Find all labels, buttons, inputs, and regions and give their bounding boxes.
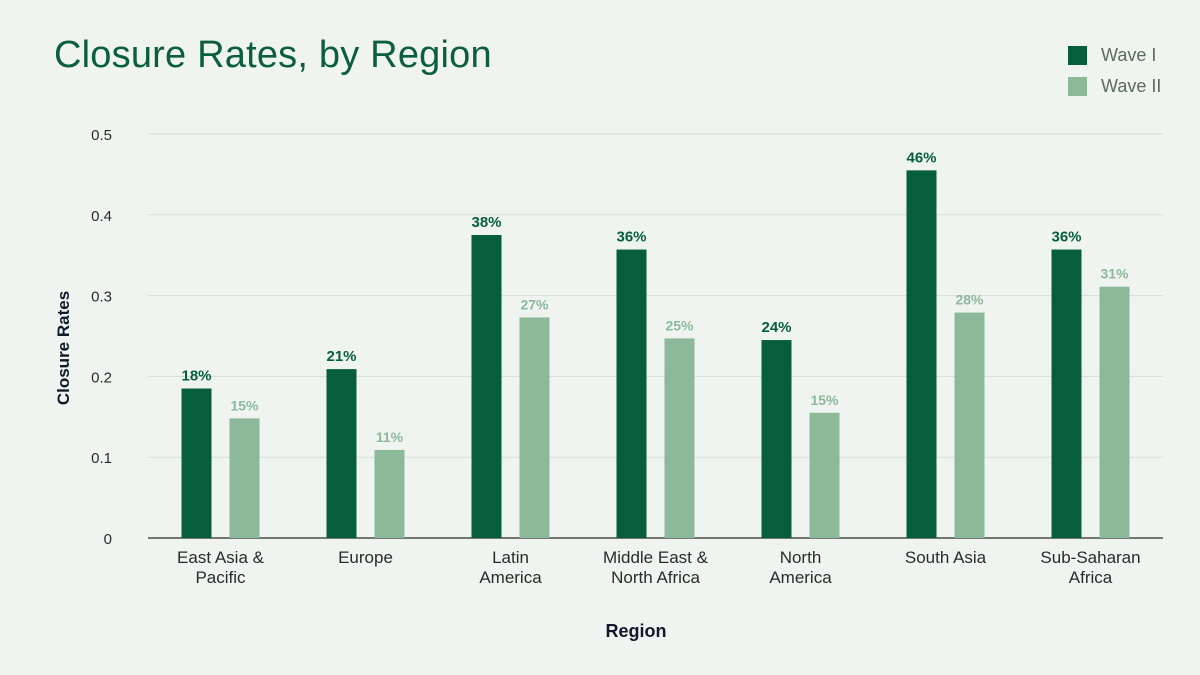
data-label: 31% [1100,266,1129,282]
legend-label-wave-2: Wave II [1101,75,1162,96]
bar-wave-2 [809,412,840,538]
data-label: 24% [761,319,791,336]
x-tick-label: America [479,568,542,587]
data-label: 28% [955,292,984,308]
data-label: 25% [665,317,694,333]
data-label: 38% [471,214,501,231]
x-tick-label: North [780,548,822,567]
bar-wave-2 [664,338,695,538]
data-label: 18% [181,368,211,385]
bar-wave-2 [229,418,260,538]
legend-item-wave-2: Wave II [1068,75,1161,97]
data-label: 21% [326,348,356,365]
x-tick-label: Europe [338,548,393,567]
legend-swatch-wave-1 [1068,45,1087,65]
bar-wave-1 [761,340,792,538]
x-tick-label: Pacific [195,568,246,587]
x-tick-label: Africa [1069,568,1113,587]
chart-title: Closure Rates, by Region [54,34,492,76]
y-tick-label: 0 [104,531,112,548]
data-label: 36% [616,229,646,246]
data-label: 11% [376,429,404,445]
legend-item-wave-1: Wave I [1068,44,1161,66]
bar-wave-1 [1051,249,1082,538]
legend-label-wave-1: Wave I [1101,44,1157,65]
x-tick-label: Sub-Saharan [1040,548,1140,567]
x-tick-label: South Asia [905,548,987,567]
data-label: 27% [520,296,549,312]
bar-wave-2 [374,449,405,538]
y-tick-label: 0.2 [91,369,112,386]
legend: Wave I Wave II [1068,44,1161,106]
y-tick-label: 0.5 [91,127,112,144]
data-label: 46% [906,149,936,166]
bar-wave-2 [1099,286,1130,538]
x-tick-label: America [769,568,832,587]
y-tick-label: 0.3 [91,289,112,306]
bar-wave-1 [471,235,502,538]
data-label: 36% [1051,229,1081,246]
bar-wave-1 [181,388,212,538]
x-tick-label: Latin [492,548,529,567]
x-tick-label: North Africa [611,568,700,587]
bar-wave-1 [616,249,647,538]
data-label: 15% [810,392,839,408]
bar-wave-1 [906,170,937,539]
y-tick-label: 0.1 [91,450,112,467]
x-axis-title: Region [606,621,667,641]
x-tick-label: Middle East & [603,548,709,567]
data-label: 15% [230,397,259,413]
x-tick-label: East Asia & [177,548,265,567]
bar-wave-1 [326,369,357,538]
y-axis-title: Closure Rates [54,291,73,405]
y-tick-label: 0.4 [91,208,112,225]
bar-wave-2 [519,317,550,538]
bar-wave-2 [954,312,985,538]
legend-swatch-wave-2 [1068,76,1087,96]
